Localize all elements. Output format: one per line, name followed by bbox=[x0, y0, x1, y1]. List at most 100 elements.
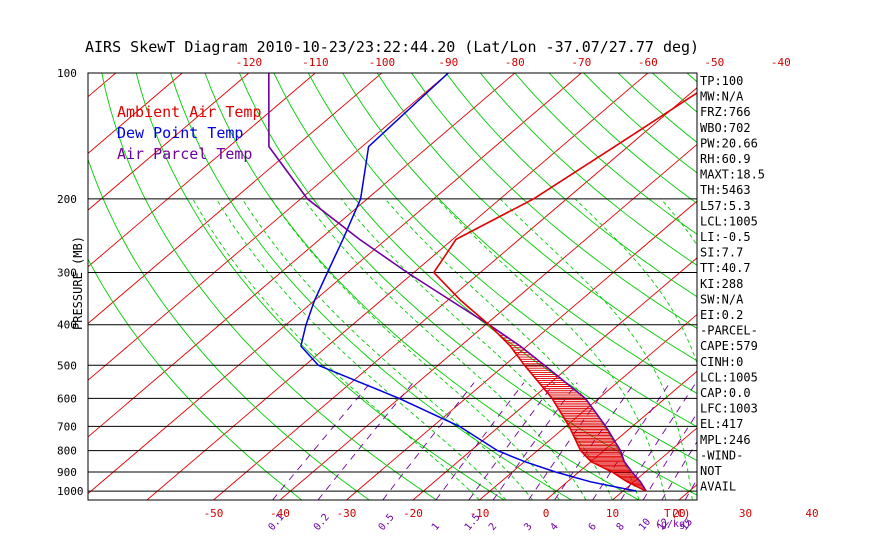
dry-adiabat-line bbox=[342, 73, 697, 394]
index-item: LCL:1005 bbox=[700, 214, 758, 228]
mixing-ratio-line bbox=[272, 382, 371, 500]
legend-entry: Air Parcel Temp bbox=[117, 145, 252, 163]
isotherm-line bbox=[88, 73, 383, 325]
isotherm-line bbox=[88, 73, 316, 268]
isotherm-line bbox=[746, 73, 870, 500]
index-item: PW:20.66 bbox=[700, 136, 758, 150]
pressure-tick-label: 700 bbox=[57, 420, 77, 433]
dry-adiabat-line bbox=[825, 73, 870, 500]
mixing-ratio-tick-label: 2 bbox=[487, 521, 499, 533]
dry-adiabat-line bbox=[204, 73, 640, 500]
index-item: -PARCEL- bbox=[700, 324, 758, 338]
bottom-temp-tick-label: -20 bbox=[403, 507, 423, 520]
dry-adiabat-line bbox=[411, 73, 697, 329]
mixing-ratio-line bbox=[492, 382, 578, 500]
dry-adiabat-line bbox=[88, 158, 370, 500]
mixing-ratio-line bbox=[382, 382, 475, 500]
mixing-ratio-tick-label: 0.5 bbox=[377, 512, 397, 533]
pressure-tick-label: 100 bbox=[57, 67, 77, 80]
index-item: RH:60.9 bbox=[700, 152, 751, 166]
moist-adiabat-line bbox=[340, 198, 613, 500]
mixing-ratio-tick-label: 1 bbox=[430, 521, 442, 533]
index-item: WBO:702 bbox=[700, 121, 751, 135]
bottom-temp-tick-label: 0 bbox=[543, 507, 550, 520]
index-item: LI:-0.5 bbox=[700, 230, 751, 244]
moist-adiabat-line bbox=[799, 199, 825, 500]
x-axis-unit-label: T(C) bbox=[664, 507, 691, 520]
dry-adiabat-line bbox=[273, 73, 697, 462]
moist-adiabat-line bbox=[303, 198, 587, 500]
index-item: TP:100 bbox=[700, 74, 743, 88]
index-item: KI:288 bbox=[700, 277, 743, 291]
pressure-tick-label: 600 bbox=[57, 392, 77, 405]
isotherm-line bbox=[88, 73, 516, 438]
index-item: LFC:1003 bbox=[700, 402, 758, 416]
isotherm-line bbox=[0, 73, 49, 500]
index-item: EI:0.2 bbox=[700, 308, 743, 322]
mixing-ratio-tick-label: 3 bbox=[522, 521, 534, 533]
chart-title: AIRS SkewT Diagram 2010-10-23/23:22:44.2… bbox=[85, 38, 699, 56]
mixing-ratio-tick-label: 4 bbox=[548, 521, 560, 533]
mixing-ratio-line bbox=[684, 478, 697, 500]
isotherm-line bbox=[146, 73, 649, 500]
index-item: MPL:246 bbox=[700, 433, 751, 447]
isotherm-line bbox=[812, 73, 870, 500]
dry-adiabat-line bbox=[376, 73, 697, 362]
top-temp-tick-label: -100 bbox=[369, 56, 396, 69]
chart-profiles bbox=[267, 73, 697, 492]
index-item: TH:5463 bbox=[700, 183, 751, 197]
isotherm-line bbox=[88, 73, 449, 381]
ambient-temp-line bbox=[432, 91, 697, 492]
top-temp-tick-label: -70 bbox=[571, 56, 591, 69]
index-item: CAP:0.0 bbox=[700, 386, 751, 400]
index-item: MW:N/A bbox=[700, 90, 744, 104]
moist-adiabat-line bbox=[216, 198, 507, 500]
mixing-ratio-tick-label: 10 bbox=[637, 517, 653, 533]
mixing-ratio-tick-label: 8 bbox=[615, 521, 627, 533]
moist-adiabat-line bbox=[270, 198, 560, 500]
mixing-ratio-tick-label: 0.2 bbox=[312, 512, 332, 533]
plot-frame bbox=[87, 72, 698, 501]
dry-adiabat-line bbox=[307, 73, 697, 428]
dry-adiabat-line bbox=[170, 73, 572, 500]
mixing-ratio-line bbox=[554, 382, 635, 500]
isotherm-line bbox=[612, 427, 697, 500]
bottom-temp-tick-label: -50 bbox=[204, 507, 224, 520]
top-temp-tick-label: -120 bbox=[236, 56, 263, 69]
index-item: SW:N/A bbox=[700, 292, 744, 306]
bottom-temp-tick-label: -10 bbox=[470, 507, 490, 520]
index-item: LCL:1005 bbox=[700, 370, 758, 384]
dry-adiabat-line bbox=[101, 73, 437, 500]
moist-adiabat-line bbox=[437, 198, 667, 500]
mixing-ratio-line bbox=[528, 382, 611, 500]
pressure-tick-label: 900 bbox=[57, 466, 77, 479]
index-item: L57:5.3 bbox=[700, 199, 751, 213]
isotherm-line bbox=[88, 73, 183, 154]
bottom-temp-tick-label: -40 bbox=[270, 507, 290, 520]
index-item: SI:7.7 bbox=[700, 246, 743, 260]
parcel-temp-line bbox=[267, 73, 647, 492]
index-item: EL:417 bbox=[700, 417, 743, 431]
legend-entry: Dew Point Temp bbox=[117, 124, 243, 142]
isotherm-line bbox=[279, 143, 697, 500]
dry-adiabat-line bbox=[514, 73, 697, 235]
dry-adiabat-line bbox=[756, 73, 870, 500]
dry-adiabat-line bbox=[790, 73, 870, 500]
isotherm-line bbox=[88, 73, 582, 495]
isotherm-line bbox=[213, 87, 697, 500]
bottom-temp-tick-label: 30 bbox=[739, 507, 752, 520]
dry-adiabat-line bbox=[238, 73, 697, 496]
bottom-temp-tick-label: 10 bbox=[606, 507, 619, 520]
y-axis-label: PRESSURE (MB) bbox=[71, 236, 85, 330]
dew-point-line bbox=[300, 73, 637, 492]
dry-adiabat-line bbox=[480, 73, 697, 266]
pressure-tick-label: 200 bbox=[57, 193, 77, 206]
index-item: CINH:0 bbox=[700, 355, 743, 369]
index-item: FRZ:766 bbox=[700, 105, 751, 119]
index-item: -WIND- bbox=[700, 448, 743, 462]
mixing-ratio-line bbox=[468, 382, 556, 500]
dry-adiabat-line bbox=[652, 73, 697, 113]
top-temp-tick-label: -90 bbox=[438, 56, 458, 69]
